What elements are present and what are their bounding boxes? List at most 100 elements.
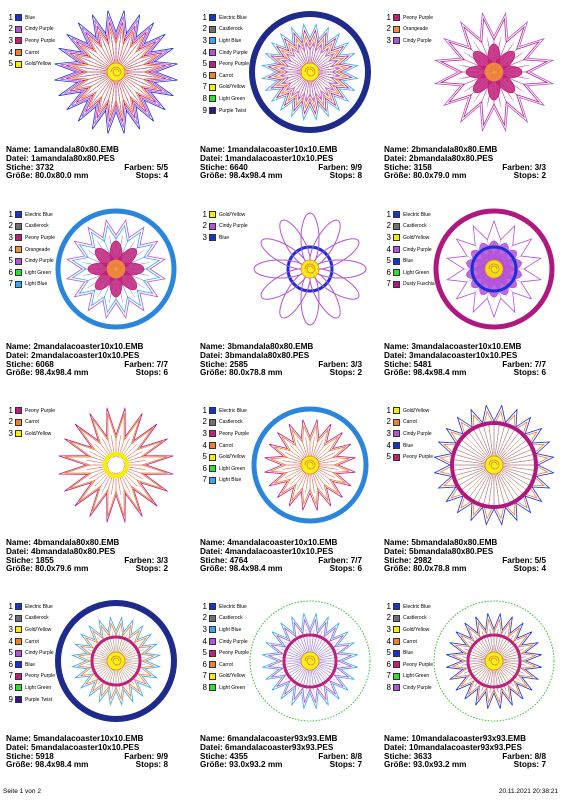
mandala-center <box>300 455 320 475</box>
stops-label: Stops: <box>329 171 356 181</box>
thread-index: 8 <box>202 93 207 103</box>
mandala-ray <box>288 66 303 71</box>
mandala-ray <box>123 72 144 76</box>
mandala-ray <box>315 56 326 67</box>
thread-name: Peony Purple <box>25 234 56 241</box>
size-label: Größe: <box>200 171 227 181</box>
thread-swatch <box>209 614 216 622</box>
thread-swatch <box>209 107 216 115</box>
thread-swatch <box>209 49 216 57</box>
mandala-ray <box>98 49 112 66</box>
thread-swatch <box>209 453 216 461</box>
thread-legend-row: 2 Castlerock <box>199 613 249 625</box>
mandala-ray <box>116 79 120 100</box>
thread-name: Gold/Yellow <box>25 430 52 437</box>
name-row: Name: 3bmandala80x80.EMB <box>200 342 362 352</box>
design-preview <box>244 203 376 335</box>
mandala-ray <box>292 76 304 86</box>
mandala-ray <box>287 457 303 463</box>
stitch-count: 3732 <box>35 162 54 172</box>
thread-swatch <box>393 638 400 646</box>
thread-index: 5 <box>386 648 391 658</box>
thread-index: 1 <box>202 601 207 611</box>
mandala-ray <box>290 60 304 69</box>
thread-swatch <box>393 661 400 669</box>
stitches-label: Stiche: <box>6 555 34 565</box>
mandala-ray <box>301 51 308 65</box>
stop-count: 8 <box>163 760 168 770</box>
mandala-ring <box>286 245 334 293</box>
design-size: 93.0x93.2 mm <box>229 760 283 770</box>
thread-legend-row: 3 Light Blue <box>199 624 249 636</box>
thread-name: Carrot <box>219 442 233 449</box>
mandala-ray <box>310 50 314 65</box>
mandala-ray <box>101 47 113 66</box>
design-size: 80.0x80.0 mm <box>35 171 89 181</box>
mandala-ray <box>123 61 142 70</box>
size-row: Größe: 98.4x98.4 mm Stops: 6 <box>6 368 168 378</box>
size-label: Größe: <box>200 760 227 770</box>
mandala-ray <box>455 454 487 464</box>
mandala-ray <box>459 468 488 486</box>
mandala-ray <box>315 77 326 88</box>
thread-legend-row: 2 Castlerock <box>383 221 435 233</box>
mandala-ray <box>122 54 139 68</box>
thread-index: 3 <box>8 624 13 634</box>
thread-swatch <box>209 25 216 33</box>
thread-swatch <box>209 638 216 646</box>
thread-index: 4 <box>202 636 207 646</box>
thread-swatch <box>393 603 400 611</box>
thread-name: Gold/Yellow <box>219 673 246 680</box>
mandala-ray <box>498 471 519 497</box>
design-file: 4bmandala80x80.PES <box>31 546 116 556</box>
stitches-label: Stiche: <box>384 751 412 761</box>
thread-swatch <box>209 14 216 22</box>
thread-name: Blue <box>25 661 36 668</box>
stops-label: Stops: <box>513 564 540 574</box>
size-row: Größe: 98.4x98.4 mm Stops: 6 <box>384 368 546 378</box>
mandala-ray <box>310 79 314 94</box>
mandala-spiral <box>304 655 316 666</box>
color-count: 3/3 <box>350 359 362 369</box>
design-file: 3mandalacoaster10x10.PES <box>409 350 518 360</box>
mandala-ray <box>496 472 510 503</box>
thread-name: Orangeade <box>403 26 429 33</box>
mandala-spiral <box>304 66 316 77</box>
stops-label: Stops: <box>329 760 356 770</box>
mandala-ray <box>311 50 316 65</box>
thread-swatch <box>15 672 22 680</box>
mandala-inner-ring <box>282 633 338 689</box>
stop-count: 2 <box>541 171 546 181</box>
size-label: Größe: <box>384 171 411 181</box>
mandala-ray <box>311 441 314 458</box>
thread-legend-row: 3 Cindy Purple <box>383 428 433 440</box>
thread-swatch <box>393 37 400 45</box>
thread-legend-row: 2 Cindy Purple <box>199 221 248 233</box>
size-row: Größe: 80.0x78.8 mm Stops: 4 <box>384 564 546 574</box>
thread-index: 5 <box>386 452 391 462</box>
thread-legend-row: 5 Cindy Purple <box>5 647 55 659</box>
color-count: 9/9 <box>156 751 168 761</box>
mandala-ray <box>118 46 127 65</box>
design-name: 4mandalacoaster10x10.EMB <box>227 538 338 547</box>
mandala-ray <box>495 426 505 458</box>
mandala-ray <box>105 46 114 65</box>
stitches-label: Stiche: <box>200 751 228 761</box>
mandala-inner-ring <box>466 633 522 689</box>
thread-name: Peony Purple <box>403 14 434 21</box>
mandala-ray <box>298 472 307 487</box>
thread-legend-row: 8 Light Green <box>199 93 249 105</box>
mandala-ray <box>317 468 332 477</box>
thread-legend: 1 Electric Blue 2 Castlerock 3 Gold/Yellow 4 Ca… <box>5 601 55 705</box>
stitches-row: Stiche: 3633 Farben: 8/8 <box>384 751 546 762</box>
thread-index: 7 <box>386 671 391 681</box>
thread-legend-row: 5 Peony Purple <box>199 647 249 659</box>
thread-swatch <box>209 465 216 473</box>
thread-index: 3 <box>386 35 391 45</box>
thread-swatch <box>209 476 216 484</box>
design-card: 1 Electric Blue 2 Castlerock 3 Gold/Yellow 4 Ca… <box>378 589 566 787</box>
thread-swatch <box>393 246 400 254</box>
mandala-ray <box>312 442 318 458</box>
thread-legend-row: 6 Light Green <box>5 267 55 279</box>
stitch-count: 4764 <box>229 555 248 565</box>
